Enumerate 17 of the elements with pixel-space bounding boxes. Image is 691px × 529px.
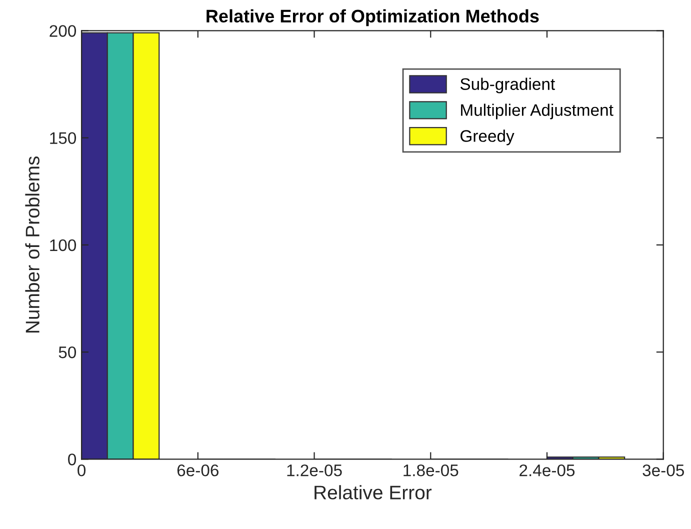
x-tick-label: 0 <box>78 464 86 476</box>
x-tick-label: 2.4e-05 <box>520 464 575 476</box>
y-axis-title: Number of Problems <box>25 156 40 332</box>
y-tick-label: 100 <box>50 239 76 252</box>
y-tick-label: 50 <box>58 346 76 358</box>
x-axis-title: Relative Error <box>314 485 432 500</box>
y-tick-label: 200 <box>50 25 76 37</box>
legend-label: Greedy <box>460 130 514 146</box>
x-tick-label: 6e-06 <box>177 464 218 476</box>
legend-label: Sub-gradient <box>460 78 555 94</box>
chart-title: Relative Error of Optimization Methods <box>206 9 539 26</box>
x-tick-label: 1.8e-05 <box>404 464 458 476</box>
legend-label: Multiplier Adjustment <box>461 104 614 120</box>
x-tick-label: 3e-05 <box>642 464 684 476</box>
x-tick-label: 1.2e-05 <box>287 464 342 476</box>
y-tick-label: 0 <box>68 454 76 466</box>
y-tick-label: 150 <box>50 132 76 144</box>
